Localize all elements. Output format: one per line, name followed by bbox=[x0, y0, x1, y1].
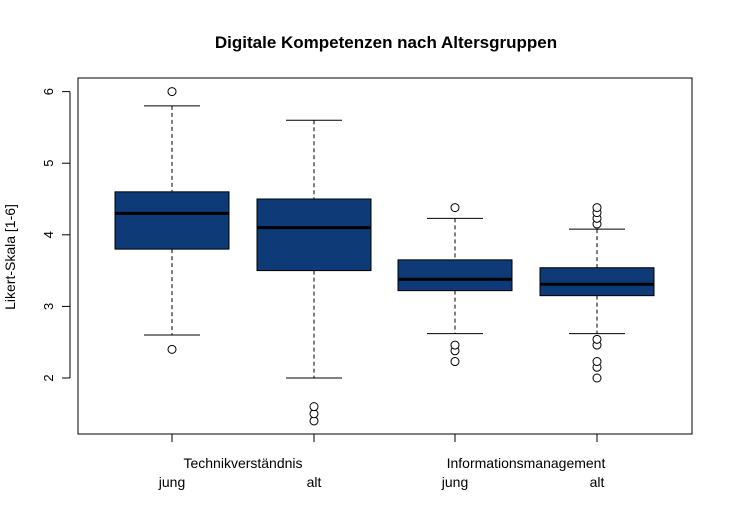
x-axis: jung alt jung alt Technikverständnis Informat… bbox=[158, 433, 606, 490]
group-label: Technikverständnis bbox=[183, 455, 302, 471]
outlier-point bbox=[592, 357, 602, 367]
outlier-point bbox=[167, 87, 177, 97]
x-tick-label: jung bbox=[158, 474, 185, 490]
x-tick-label: jung bbox=[441, 474, 468, 490]
x-tick-label: alt bbox=[590, 474, 605, 490]
box-2 bbox=[256, 119, 372, 426]
outlier-point bbox=[592, 373, 602, 383]
y-axis: 2 3 4 5 6 bbox=[41, 88, 71, 382]
y-tick-label: 2 bbox=[41, 374, 56, 381]
box-series bbox=[114, 87, 655, 426]
y-tick-label: 6 bbox=[41, 88, 56, 95]
outlier-point bbox=[167, 344, 177, 354]
outlier-point bbox=[450, 203, 460, 213]
y-tick-label: 5 bbox=[41, 160, 56, 167]
iqr-box bbox=[114, 191, 230, 250]
iqr-box bbox=[539, 267, 655, 297]
y-tick-label: 4 bbox=[41, 231, 56, 238]
y-tick-label: 3 bbox=[41, 303, 56, 310]
box-4 bbox=[539, 203, 655, 383]
outlier-point bbox=[309, 402, 319, 412]
group-label: Informationsmanagement bbox=[447, 455, 606, 471]
outlier-point bbox=[450, 340, 460, 350]
y-axis-label: Likert-Skala [1-6] bbox=[2, 204, 18, 310]
box-1 bbox=[114, 87, 230, 354]
box-3 bbox=[397, 203, 513, 367]
chart-title: Digitale Kompetenzen nach Altersgruppen bbox=[215, 33, 557, 52]
iqr-box bbox=[397, 259, 513, 292]
outlier-point bbox=[592, 334, 602, 344]
x-tick-label: alt bbox=[307, 474, 322, 490]
outlier-point bbox=[592, 203, 602, 213]
iqr-box bbox=[256, 198, 372, 272]
outlier-point bbox=[450, 357, 460, 367]
